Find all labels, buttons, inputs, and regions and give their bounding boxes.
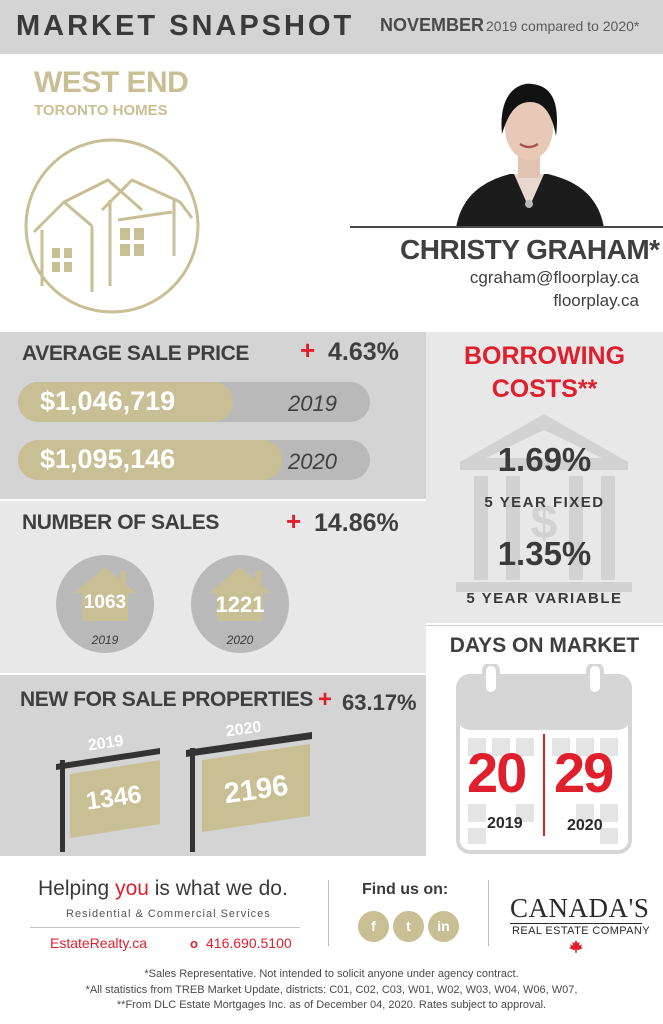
- find-us-label: Find us on:: [362, 881, 449, 898]
- agent-website-link[interactable]: floorplay.ca: [553, 291, 639, 310]
- days-value: 29: [554, 741, 614, 804]
- increase-sign: +: [300, 335, 316, 365]
- agent-divider: [350, 226, 663, 228]
- region-subtitle: TORONTO HOMES: [34, 102, 168, 119]
- borrowing-title-line1: BORROWING: [463, 342, 626, 370]
- linkedin-icon[interactable]: in: [428, 911, 459, 942]
- house-icon: [74, 567, 136, 621]
- disclaimer-line: *Sales Representative. Not intended to s…: [144, 968, 519, 980]
- header-bar: [0, 0, 663, 54]
- sales-year: 2020: [226, 633, 254, 647]
- region-name: WEST END: [34, 66, 189, 99]
- days-value: 20: [467, 741, 527, 804]
- variable-rate-label: 5 YEAR VARIABLE: [466, 590, 623, 607]
- brokerage-website-link[interactable]: EstateRealty.ca: [50, 935, 148, 951]
- tagline-pre: Helping: [38, 877, 116, 900]
- sales-circle-2020: 1221 2020: [191, 555, 289, 653]
- disclaimer-line: *All statistics from TREB Market Update,…: [85, 984, 578, 996]
- sales-value: 1063: [83, 592, 127, 613]
- tagline-post: is what we do.: [148, 877, 288, 900]
- services-label: Residential & Commercial Services: [66, 908, 271, 920]
- sales-year: 2019: [91, 633, 119, 647]
- agent-name: CHRISTY GRAHAM*: [400, 234, 660, 265]
- brand-logo-subtitle: REAL ESTATE COMPANY: [512, 925, 650, 937]
- number-of-sales-title: NUMBER OF SALES: [22, 511, 220, 534]
- house-icon: [209, 567, 271, 621]
- days-on-market-title: DAYS ON MARKET: [449, 634, 640, 657]
- increase-sign: +: [286, 506, 302, 536]
- brand-rule: [510, 923, 642, 924]
- phone-number-link[interactable]: 416.690.5100: [206, 935, 292, 951]
- bank-icon: $: [456, 414, 632, 592]
- borrowing-costs-title: BORROWING COSTS**: [426, 340, 663, 406]
- agent-portrait-image: [448, 74, 610, 228]
- phone-bullet-icon: o: [190, 936, 198, 951]
- new-for-sale-title: NEW FOR SALE PROPERTIES: [20, 688, 313, 711]
- agent-email-link[interactable]: cgraham@floorplay.ca: [469, 268, 639, 287]
- footer-divider: [488, 880, 489, 946]
- fixed-rate-label: 5 YEAR FIXED: [484, 494, 605, 511]
- disclaimer-line: **From DLC Estate Mortgages Inc. as of D…: [116, 999, 547, 1011]
- comparison-note: 2019 compared to 2020*: [486, 18, 640, 34]
- borrowing-title-line2: COSTS**: [491, 375, 598, 403]
- days-year: 2020: [567, 817, 603, 834]
- page-title: MARKET SNAPSHOT: [16, 10, 355, 42]
- number-of-sales-change: 14.86%: [314, 509, 399, 537]
- tagline-you: you: [115, 877, 149, 900]
- for-sale-sign-icon: [186, 732, 312, 852]
- price-bar-2019: $1,046,719 2019: [18, 382, 370, 422]
- price-value: $1,046,719: [40, 386, 176, 416]
- svg-text:$: $: [531, 496, 558, 549]
- borrowing-costs-panel: [426, 332, 663, 623]
- price-value: $1,095,146: [40, 444, 176, 474]
- price-year: 2020: [288, 449, 337, 474]
- price-bar-fill: [18, 440, 282, 480]
- for-sale-sign-icon: [56, 748, 160, 852]
- calendar-icon: [456, 664, 632, 854]
- maple-leaf-icon: [569, 940, 583, 953]
- variable-rate-value: 1.35%: [497, 535, 592, 572]
- twitter-icon[interactable]: t: [393, 911, 424, 942]
- average-sale-price-title: AVERAGE SALE PRICE: [22, 342, 249, 365]
- brand-logo-title: CANADA'S: [510, 893, 650, 923]
- average-sale-price-change: 4.63%: [328, 338, 399, 366]
- price-year: 2019: [288, 391, 337, 416]
- house-emblem-icon: [24, 138, 200, 314]
- days-year: 2019: [487, 815, 523, 832]
- new-for-sale-change: 63.17%: [342, 690, 417, 715]
- facebook-icon[interactable]: f: [358, 911, 389, 942]
- footer-divider: [328, 880, 329, 946]
- fixed-rate-value: 1.69%: [497, 441, 592, 478]
- price-bar-fill: [18, 382, 233, 422]
- sales-value: 1221: [215, 592, 265, 617]
- increase-sign: +: [318, 686, 333, 713]
- report-month: NOVEMBER: [380, 15, 485, 35]
- sales-circle-2019: 1063 2019: [56, 555, 154, 653]
- price-bar-2020: $1,095,146 2020: [18, 440, 370, 480]
- footer-divider: [30, 927, 300, 928]
- tagline: Helping you is what we do.: [38, 877, 288, 901]
